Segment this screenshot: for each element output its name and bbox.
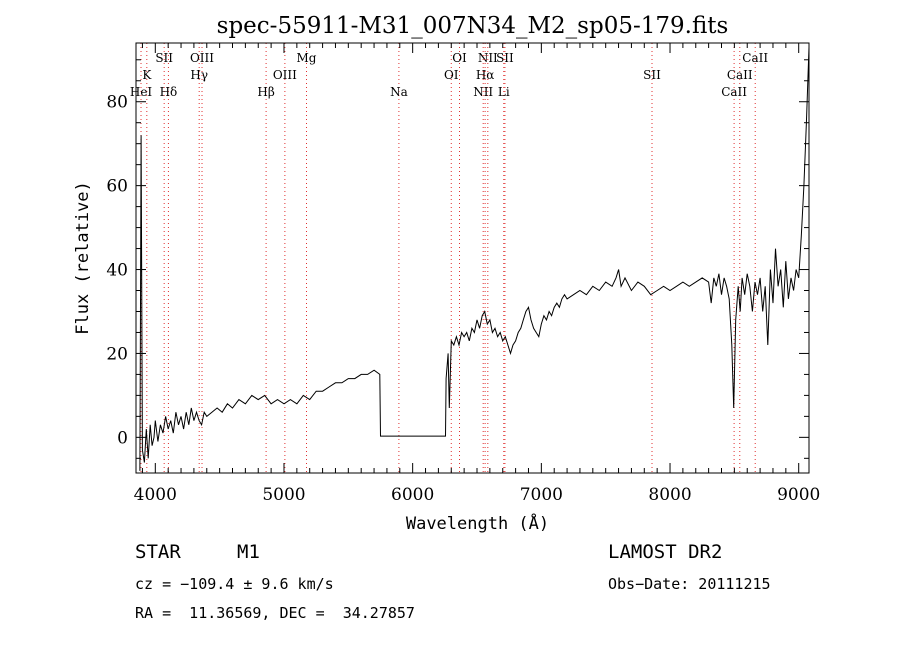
observation-date: Obs−Date: 20111215 — [608, 575, 771, 593]
line-label-20: CaII — [721, 85, 747, 99]
line-label-3: Hδ — [160, 85, 178, 99]
line-label-17: SII — [643, 68, 661, 82]
y-tick-label-1: 20 — [106, 344, 128, 364]
line-label-8: Mg — [297, 51, 317, 65]
line-label-13: Hα — [476, 68, 495, 82]
line-label-16: Li — [498, 85, 510, 99]
y-tick-label-0: 0 — [117, 428, 128, 448]
line-label-0: K — [142, 68, 152, 82]
y-tick-label-2: 40 — [106, 261, 128, 281]
line-label-12: NII — [478, 51, 498, 65]
survey-label: LAMOST DR2 — [608, 541, 723, 563]
object-subclass: M1 — [237, 541, 260, 563]
redshift-cz: cz = −109.4 ± 9.6 km/s — [135, 575, 334, 593]
line-label-19: CaII — [727, 68, 753, 82]
y-axis-label: Flux (relative) — [73, 181, 93, 335]
line-label-10: OI — [452, 51, 467, 65]
line-label-15: SII — [496, 51, 514, 65]
line-label-9: Na — [390, 85, 408, 99]
line-label-4: OIII — [190, 51, 214, 65]
line-label-2: SII — [155, 51, 173, 65]
y-tick-label-4: 80 — [106, 93, 128, 113]
line-label-5: Hγ — [190, 68, 208, 82]
x-tick-label-2: 6000 — [391, 485, 434, 505]
x-tick-label-4: 8000 — [648, 485, 691, 505]
line-label-6: Hβ — [257, 85, 274, 99]
x-tick-label-3: 7000 — [520, 485, 563, 505]
line-label-1: HeI — [130, 85, 153, 99]
x-tick-label-5: 9000 — [777, 485, 820, 505]
x-axis-label: Wavelength (Å) — [406, 512, 549, 534]
coordinates: RA = 11.36569, DEC = 34.27857 — [135, 604, 415, 622]
y-tick-label-3: 60 — [106, 177, 128, 197]
object-class: STAR — [135, 541, 181, 563]
x-tick-label-0: 4000 — [134, 485, 177, 505]
line-label-7: OIII — [273, 68, 297, 82]
x-tick-label-1: 5000 — [262, 485, 305, 505]
spectrum-series-0 — [139, 47, 810, 471]
line-label-11: OI — [444, 68, 459, 82]
line-label-18: CaII — [742, 51, 768, 65]
line-label-14: NII — [473, 85, 493, 99]
plot-frame — [135, 42, 810, 474]
chart-title: spec-55911-M31_007N34_M2_sp05-179.fits — [217, 13, 729, 39]
